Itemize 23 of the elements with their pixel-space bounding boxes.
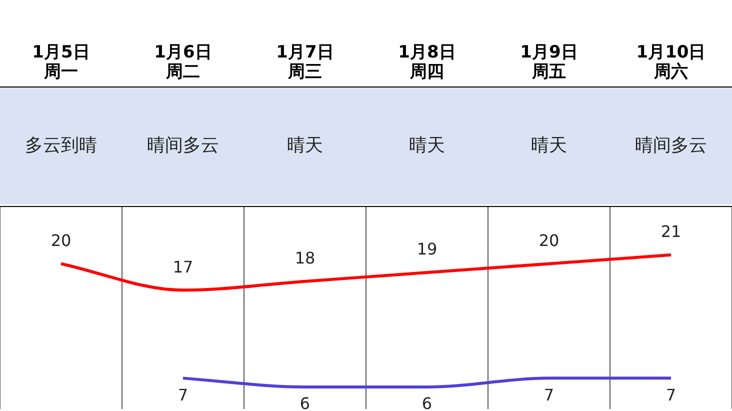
data-label: 20 — [50, 230, 72, 250]
text: 晴天 — [287, 135, 323, 156]
text: 晴天 — [409, 135, 445, 156]
data-label: 18 — [294, 248, 316, 268]
data-label: 7 — [544, 385, 554, 404]
text: 晴天 — [531, 135, 567, 156]
data-label: 7 — [178, 385, 188, 404]
x-tick-label: 1月10日周六 — [636, 42, 706, 82]
x-tick-label: 1月9日周五 — [520, 42, 578, 82]
data-label: 7 — [666, 385, 676, 404]
data-label: 19 — [416, 240, 438, 259]
data-label: 6 — [300, 394, 310, 411]
x-tick-label: 1月7日周三 — [276, 42, 334, 82]
data-label: 17 — [172, 257, 194, 276]
data-label: 20 — [538, 230, 560, 250]
text: 多云到晴 — [25, 135, 97, 156]
x-tick-label: 1月8日周四 — [398, 42, 456, 82]
text: 晴间多云 — [147, 135, 219, 156]
x-tick-label: 1月5日周一 — [32, 42, 90, 82]
data-label: 21 — [660, 222, 682, 242]
x-tick-label: 1月6日周二 — [154, 42, 212, 82]
text: 晴间多云 — [635, 135, 707, 156]
data-label: 6 — [422, 394, 432, 411]
